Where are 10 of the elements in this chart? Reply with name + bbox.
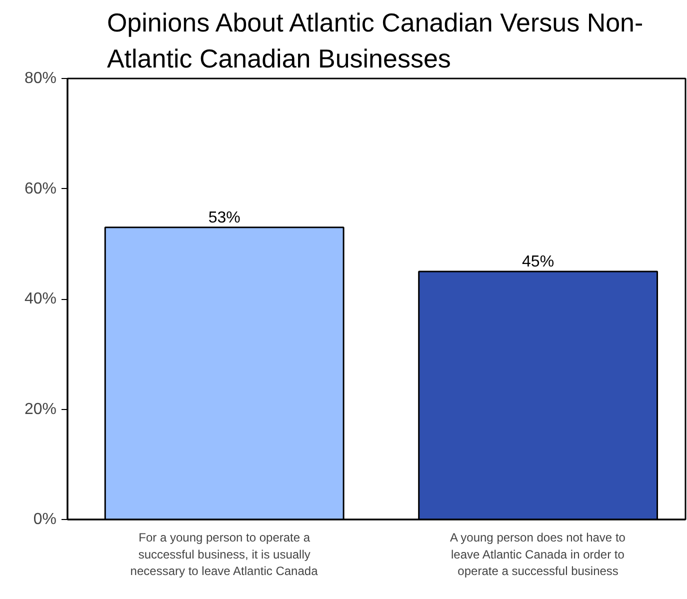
data-label: 53% xyxy=(208,209,240,226)
y-tick-label: 60% xyxy=(24,180,57,198)
data-label: 45% xyxy=(522,253,554,270)
y-tick-label: 20% xyxy=(24,400,57,418)
y-tick-label: 80% xyxy=(24,70,57,87)
y-tick-label: 0% xyxy=(33,511,56,528)
chart-title: Opinions About Atlantic Canadian Versus Non-Atlantic Canadian Businesses xyxy=(106,8,644,74)
x-tick-label: A young person does not have to leave Atlantic Canada in order to operate a successful business xyxy=(450,530,626,578)
y-tick-label: 40% xyxy=(24,290,57,308)
x-tick-label: For a young person to operate a successful business, it is usually necessary to leave Atlantic Canada xyxy=(130,530,318,578)
